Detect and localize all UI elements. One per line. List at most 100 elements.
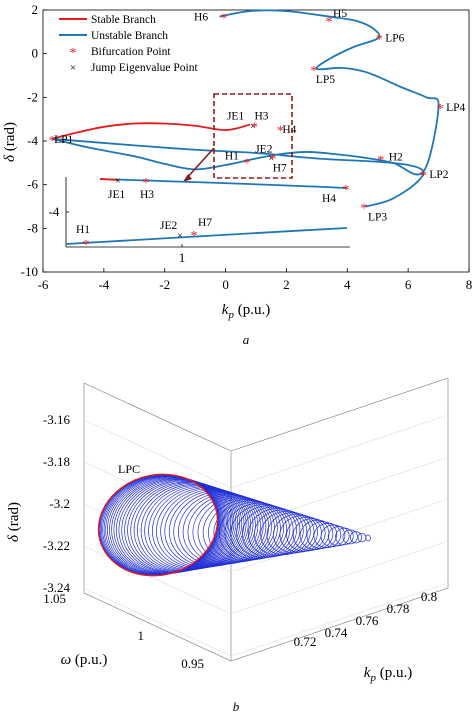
inset-ytick-label: -4 [49,204,60,219]
grid-3d [83,414,449,657]
y-tick-label-a: -8 [27,220,38,235]
inset-upper-bifurcation-marker: * [143,176,150,191]
panel-b: -3.16 -3.18 -3.2 -3.22 -3.241.05 1 0.95 0.72 0.7… [6,377,449,713]
inset-lower-label: JE2 [160,220,178,232]
point-label: H4 [282,124,296,136]
legend-marker-jump: × [70,62,76,74]
y-tick-label-a: 2 [32,2,39,17]
y-tick-label-a: -10 [21,264,38,279]
x-tick-label-a: 6 [405,277,412,292]
point-label: LP4 [446,102,465,114]
y-tick-label-a: -2 [27,89,38,104]
trajectory-orbit [313,522,342,549]
x-tick-label-b: 0.72 [294,634,317,649]
point-label: H2 [389,151,403,163]
bifurcation-marker: * [420,169,427,184]
y-axis-label-b: ω (p.u.) [61,652,108,668]
x-tick-label-a: -4 [98,277,109,292]
point-label: H5 [333,8,347,20]
legend-label-jump: Jump Eigenvalue Point [91,62,198,74]
trajectory-orbit [365,534,371,542]
bifurcation-marker: * [49,134,56,149]
grid-line [230,498,449,573]
grid-line [83,587,232,657]
inset-curve-lower [65,227,348,245]
point-label: JE1 [227,111,245,123]
trajectory-orbit [99,474,219,576]
caption-b: b [233,699,240,713]
bifurcation-marker: * [221,12,228,27]
z-tick-label-b: -3.16 [43,412,71,427]
x-tick-label-b: 0.78 [387,601,410,616]
lpc-label: LPC [118,462,140,476]
inset-markers: × * * * × * JE1 H3 H4 H1 JE2 H7 [76,176,350,253]
series-line-1 [51,9,440,176]
inset-lower-bifurcation-marker: * [83,238,90,253]
inset-lower-bifurcation-marker: * [191,229,198,244]
legend-label-unstable: Unstable Branch [91,30,168,42]
point-label: LP5 [316,74,335,86]
x-tick-label-a: 4 [344,277,351,292]
z-axis-label-b: δ (rad) [6,502,22,542]
point-label: LP2 [429,169,448,181]
bifurcation-marker: * [376,32,383,47]
inset-upper-jump-marker: × [115,176,121,187]
grid-line [230,456,449,531]
jump-marker: × [268,153,274,164]
bifurcation-marker: * [310,64,317,79]
y-axis-label-a: δ (rad) [2,122,18,162]
bifurcation-marker: * [269,152,276,167]
grid-line [230,582,449,657]
inset-xtick-label: 1 [179,250,186,265]
caption-a: a [243,332,250,347]
panel-a: -6 -4 -2 0 2 4 6 8-10-8-6-4-202 *H6 *H5* LP6*LP5*… [2,2,472,347]
panel-a-ticks: -6 -4 -2 0 2 4 6 8 -10 -8 -6 -4 -2 0 2 [21,2,473,292]
trajectory-orbit [327,526,350,547]
grid-line [83,419,232,489]
series-line-0 [51,122,251,140]
trajectory-orbit [306,521,338,549]
point-label: LP3 [368,212,387,224]
trajectory-orbit [349,531,363,544]
inset-lower-label: H1 [76,224,90,236]
x-tick-label-b: 0.76 [356,613,379,628]
point-label: LP6 [385,32,404,44]
x-tick-label-a: -6 [38,277,49,292]
z-tick-label-b: -3.24 [43,580,71,595]
y-tick-label-b: 1.05 [43,591,66,606]
bifurcation-marker: * [277,124,284,139]
legend: Stable Branch Unstable Branch * Bifurcat… [59,14,198,74]
inset-lower-label: H7 [198,217,212,229]
trajectory-orbit [342,529,358,545]
bifurcation-marker: * [361,202,368,217]
grid-line [230,540,449,615]
legend-label-bifurcation: Bifurcation Point [91,46,171,58]
bifurcation-marker: * [377,153,384,168]
trajectory-curves [97,473,371,577]
point-label: JE2 [255,143,273,155]
zoom-box [213,93,293,179]
box-3d [83,377,449,662]
inset-upper-label: H3 [140,189,154,201]
x-tick-label-a: 0 [222,277,229,292]
zoom-arrow [184,147,215,181]
point-label: H1 [225,151,239,163]
x-tick-label-a: 2 [283,277,290,292]
bifurcation-marker: * [243,157,250,172]
inset-curve-upper-red [99,178,119,181]
panel-b-ticks: -3.16 -3.18 -3.2 -3.22 -3.241.05 1 0.95 0.72 0.7… [43,412,437,671]
y-tick-label-b: 1 [138,628,145,643]
z-tick-label-b: -3.22 [43,538,70,553]
trajectory-orbit [335,527,354,546]
x-tick-label-b: 0.8 [421,589,437,604]
bifurcation-marker: * [251,121,258,136]
inset-upper-bifurcation-marker: * [343,183,350,198]
trajectory-orbit [299,519,334,550]
inset-curve-upper [99,178,348,189]
y-tick-label-a: -6 [27,177,38,192]
series-line-2 [52,137,425,208]
z-tick-label-b: -3.18 [43,454,70,469]
point-label: LP1 [54,134,73,146]
legend-label-stable: Stable Branch [91,14,156,26]
